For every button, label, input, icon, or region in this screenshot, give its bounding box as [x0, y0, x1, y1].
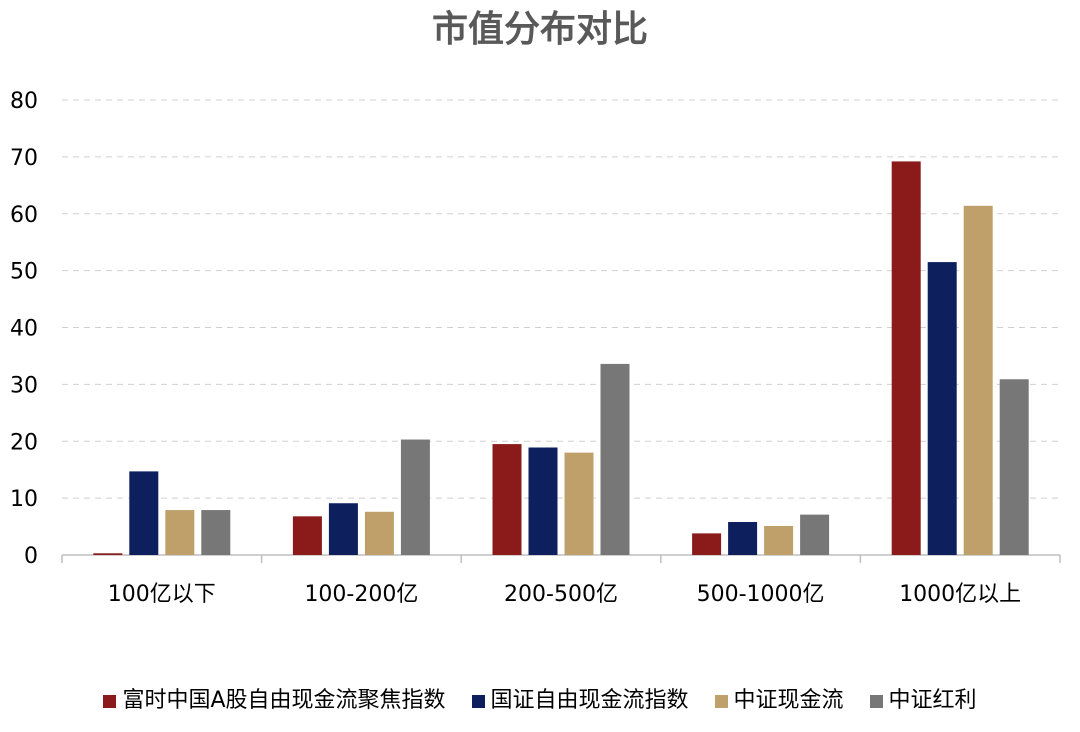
bar — [927, 262, 957, 555]
y-tick-label: 50 — [10, 260, 38, 285]
legend-item: 富时中国A股自由现金流聚焦指数 — [103, 686, 446, 716]
y-tick-label: 40 — [10, 317, 38, 342]
legend-item: 国证自由现金流指数 — [471, 686, 689, 716]
y-tick-label: 80 — [10, 89, 38, 114]
legend-item: 中证红利 — [869, 686, 977, 716]
bar — [165, 510, 195, 555]
bar — [963, 205, 993, 555]
bar — [129, 471, 159, 555]
chart-plot: 0 10 20 30 40 50 60 70 80 100亿以下 100-200亿 200-500亿 5… — [10, 89, 1061, 607]
bar — [492, 444, 522, 555]
y-tick-label: 20 — [10, 430, 38, 455]
legend-swatch — [103, 694, 117, 708]
legend-item: 中证现金流 — [714, 686, 844, 716]
bar — [93, 553, 123, 555]
x-tick-label: 100-200亿 — [304, 582, 418, 607]
x-tick-label: 1000亿以上 — [899, 582, 1021, 607]
bar — [528, 447, 558, 555]
bar — [999, 379, 1029, 555]
legend: 富时中国A股自由现金流聚焦指数 国证自由现金流指数 中证现金流 中证红利 — [0, 686, 1080, 716]
legend-label: 富时中国A股自由现金流聚焦指数 — [122, 688, 446, 713]
bar — [891, 161, 921, 556]
bar — [292, 516, 322, 555]
y-tick-label: 30 — [10, 373, 38, 398]
bar — [328, 503, 358, 555]
y-tick-label: 10 — [10, 487, 38, 512]
bar — [600, 363, 630, 555]
bar — [400, 439, 430, 555]
legend-swatch — [714, 694, 728, 708]
bar — [564, 452, 594, 555]
legend-label: 国证自由现金流指数 — [490, 688, 689, 713]
bar — [201, 510, 231, 555]
legend-label: 中证现金流 — [733, 688, 844, 713]
legend-label: 中证红利 — [888, 688, 977, 713]
y-tick-label: 0 — [24, 544, 38, 569]
bar — [364, 511, 394, 555]
x-tick-label: 200-500亿 — [504, 582, 618, 607]
x-tick-label: 100亿以下 — [108, 582, 216, 607]
y-tick-label: 70 — [10, 146, 38, 171]
chart-title: 市值分布对比 — [431, 9, 648, 50]
x-tick-label: 500-1000亿 — [697, 582, 825, 607]
bar — [692, 533, 722, 555]
bar — [800, 514, 830, 555]
legend-swatch — [869, 694, 883, 708]
y-tick-label: 60 — [10, 203, 38, 228]
bar — [764, 525, 794, 555]
bar — [728, 522, 758, 555]
legend-swatch — [471, 694, 485, 708]
